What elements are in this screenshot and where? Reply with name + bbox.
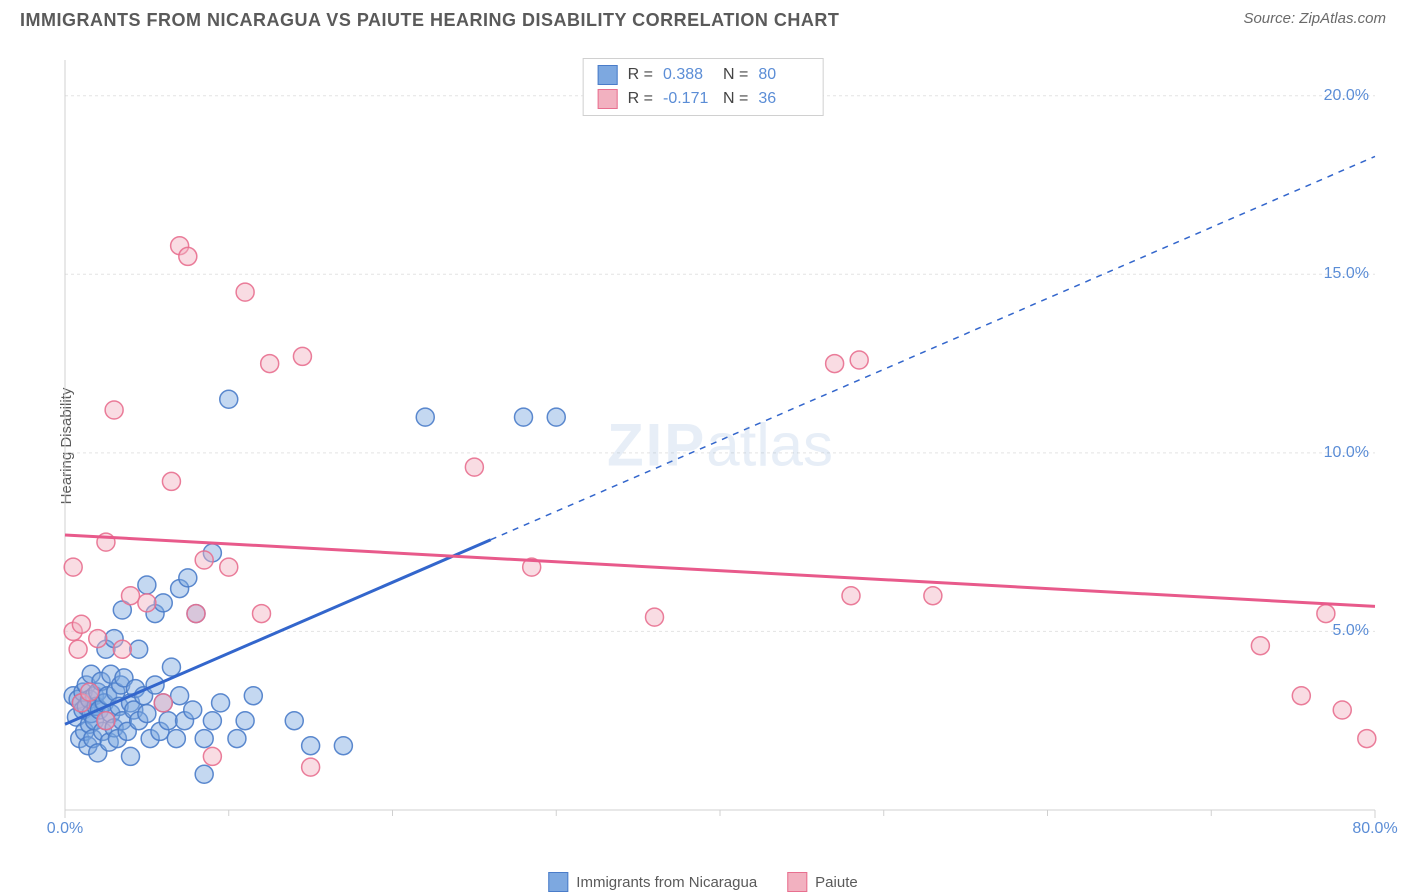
y-tick-label: 15.0% — [1324, 265, 1369, 283]
stat-r-value-1: 0.388 — [663, 66, 713, 84]
stats-swatch-2 — [598, 89, 618, 109]
y-tick-label: 20.0% — [1324, 87, 1369, 105]
x-tick-label: 80.0% — [1352, 820, 1397, 838]
stat-n-label: N = — [723, 90, 748, 108]
source-attribution: Source: ZipAtlas.com — [1243, 10, 1386, 27]
chart-area: 0.0%80.0%5.0%10.0%15.0%20.0% ZIPatlas — [55, 50, 1385, 840]
stats-row-2: R = -0.171 N = 36 — [598, 87, 809, 111]
stat-r-label: R = — [628, 66, 653, 84]
stat-n-value-1: 80 — [758, 66, 808, 84]
legend-swatch-2 — [787, 872, 807, 892]
stats-row-1: R = 0.388 N = 80 — [598, 63, 809, 87]
chart-title: IMMIGRANTS FROM NICARAGUA VS PAIUTE HEAR… — [20, 10, 839, 30]
y-tick-label: 10.0% — [1324, 444, 1369, 462]
stat-r-value-2: -0.171 — [663, 90, 713, 108]
chart-header: IMMIGRANTS FROM NICARAGUA VS PAIUTE HEAR… — [20, 10, 1386, 40]
legend-label-1: Immigrants from Nicaragua — [576, 874, 757, 891]
chart-overlay: 0.0%80.0%5.0%10.0%15.0%20.0% — [55, 50, 1385, 840]
legend-item-2: Paiute — [787, 872, 858, 892]
stat-n-label: N = — [723, 66, 748, 84]
legend-item-1: Immigrants from Nicaragua — [548, 872, 757, 892]
legend-bottom: Immigrants from Nicaragua Paiute — [548, 872, 857, 892]
stat-n-value-2: 36 — [758, 90, 808, 108]
stat-r-label: R = — [628, 90, 653, 108]
x-tick-label: 0.0% — [47, 820, 83, 838]
y-tick-label: 5.0% — [1333, 622, 1369, 640]
legend-label-2: Paiute — [815, 874, 858, 891]
stats-swatch-1 — [598, 65, 618, 85]
legend-swatch-1 — [548, 872, 568, 892]
stats-legend-box: R = 0.388 N = 80 R = -0.171 N = 36 — [583, 58, 824, 116]
